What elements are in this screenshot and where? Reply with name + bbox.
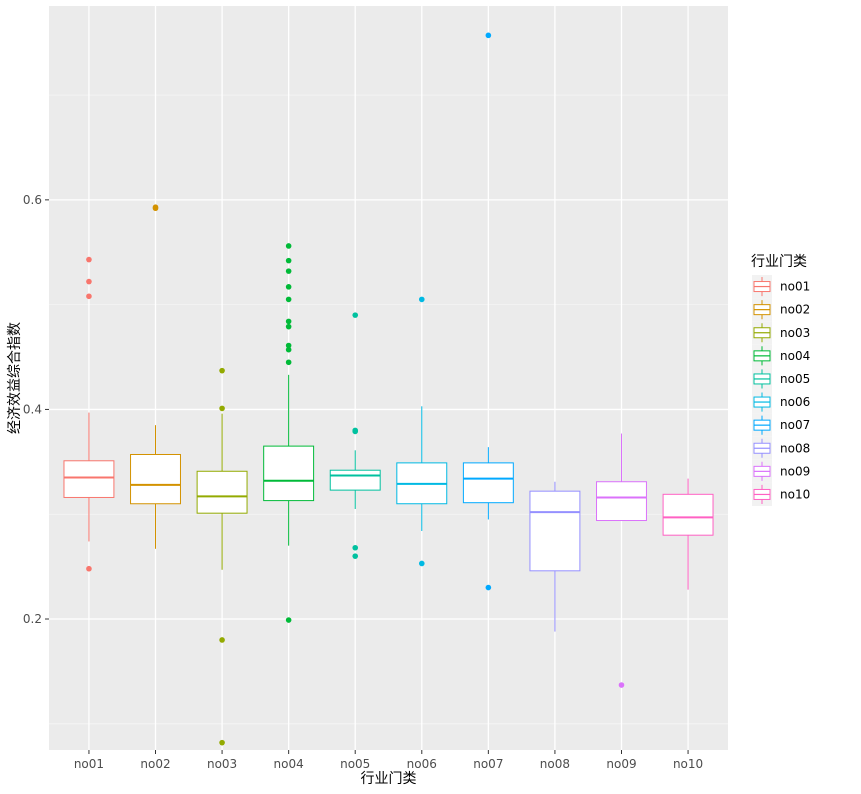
outlier-point — [286, 347, 292, 353]
legend-item-no05: no05 — [752, 367, 810, 390]
legend-item-no04: no04 — [752, 344, 810, 367]
outlier-point — [286, 617, 292, 623]
outlier-point — [419, 561, 425, 567]
box-iqr — [530, 491, 580, 571]
box-iqr — [197, 471, 247, 513]
box-iqr — [264, 446, 314, 500]
x-tick-label: no08 — [540, 757, 570, 771]
legend-item-no03: no03 — [752, 321, 810, 344]
outlier-point — [619, 682, 625, 688]
outlier-point — [286, 284, 292, 290]
outlier-point — [286, 243, 292, 249]
y-axis-title: 经济效益综合指数 — [7, 322, 23, 434]
legend-item-no01: no01 — [752, 275, 810, 298]
x-tick-label: no09 — [606, 757, 636, 771]
legend-item-no08: no08 — [752, 437, 810, 460]
legend-item-no06: no06 — [752, 391, 810, 414]
legend-label: no04 — [780, 349, 810, 363]
box-iqr — [64, 461, 114, 498]
plot-panel — [49, 6, 728, 750]
x-tick-label: no05 — [340, 757, 370, 771]
legend-label: no03 — [780, 326, 810, 340]
outlier-point — [352, 312, 358, 318]
outlier-point — [219, 740, 225, 746]
legend-title: 行业门类 — [751, 254, 807, 270]
legend: 行业门类 no01 no02 no03 no04 no05 no06 no07 no08 no0… — [751, 254, 810, 506]
outlier-point — [219, 368, 225, 374]
legend-label: no01 — [780, 280, 810, 294]
outlier-point — [286, 268, 292, 274]
outlier-point — [486, 585, 492, 591]
legend-label: no10 — [780, 487, 810, 501]
x-tick-label: no04 — [274, 757, 304, 771]
x-tick-label: no10 — [673, 757, 703, 771]
outlier-point — [486, 33, 492, 39]
outlier-point — [86, 279, 92, 285]
legend-item-no10: no10 — [752, 483, 810, 506]
box-iqr — [663, 494, 713, 535]
y-tick-label: 0.6 — [23, 193, 42, 207]
box-iqr — [330, 470, 380, 490]
outlier-point — [286, 359, 292, 365]
outlier-point — [352, 545, 358, 551]
outlier-point — [86, 257, 92, 263]
outlier-point — [352, 553, 358, 559]
x-tick-label: no07 — [473, 757, 503, 771]
y-tick-label: 0.2 — [23, 612, 42, 626]
outlier-point — [86, 566, 92, 572]
outlier-point — [86, 293, 92, 299]
legend-label: no09 — [780, 464, 810, 478]
legend-label: no05 — [780, 372, 810, 386]
legend-label: no06 — [780, 395, 810, 409]
outlier-point — [419, 297, 425, 303]
x-axis-title: 行业门类 — [361, 771, 417, 787]
x-tick-label: no03 — [207, 757, 237, 771]
box-iqr — [597, 482, 647, 521]
x-tick-label: no02 — [140, 757, 170, 771]
x-axis: no01 no02 no03 no04 no05 no06 no07 no08 no09 no10 — [74, 750, 703, 771]
x-tick-label: no06 — [407, 757, 437, 771]
legend-item-no09: no09 — [752, 460, 810, 483]
legend-label: no08 — [780, 441, 810, 455]
outlier-point — [286, 324, 292, 330]
legend-label: no02 — [780, 303, 810, 317]
x-tick-label: no01 — [74, 757, 104, 771]
legend-label: no07 — [780, 418, 810, 432]
outlier-point — [286, 319, 292, 325]
box-iqr — [131, 454, 181, 503]
box-iqr — [463, 463, 513, 503]
outlier-point — [219, 406, 225, 412]
legend-item-no02: no02 — [752, 298, 810, 321]
y-axis: 0.2 0.4 0.6 — [23, 193, 49, 626]
legend-item-no07: no07 — [752, 414, 810, 437]
outlier-point — [286, 258, 292, 264]
outlier-point — [286, 297, 292, 303]
outlier-point — [153, 205, 159, 211]
outlier-point — [219, 637, 225, 643]
y-tick-label: 0.4 — [23, 402, 42, 416]
outlier-point — [352, 429, 358, 435]
